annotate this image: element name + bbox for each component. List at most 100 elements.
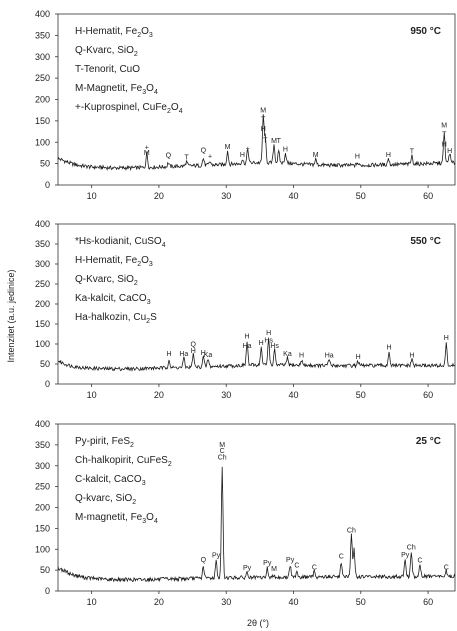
peak-label: M (271, 566, 277, 573)
y-tick-label: 150 (35, 523, 50, 533)
peak-label: Py (286, 557, 295, 564)
peak-label: M (313, 152, 319, 159)
peak-label: Ka (283, 351, 292, 358)
x-tick-label: 40 (289, 390, 299, 400)
y-tick-label: 200 (35, 299, 50, 309)
legend-entry: Py-pirit, FeS2 (75, 436, 134, 449)
plot-frame (57, 223, 456, 385)
peak-label: H (261, 126, 266, 133)
y-tick-label: 0 (45, 180, 50, 190)
peak-label: H (283, 147, 288, 154)
peak-label: T (261, 117, 266, 124)
legend-entry: T-Tenorit, CuO (75, 64, 140, 75)
x-tick-label: 40 (289, 597, 299, 607)
peak-label: Py (401, 552, 410, 559)
peak-label: H (386, 152, 391, 159)
peak-label: H (201, 350, 206, 357)
peak-label: H (442, 142, 447, 149)
y-axis-title: Intenzitet (a.u. jedinice) (6, 269, 16, 362)
x-tick-label: 60 (423, 597, 433, 607)
peak-label: Hs (264, 337, 273, 344)
peak-label: Py (263, 560, 272, 567)
peak-label: H (444, 335, 449, 342)
peak-label: Q (191, 341, 197, 348)
y-tick-label: 50 (40, 159, 50, 169)
x-tick-label: 20 (154, 390, 164, 400)
x-tick-label: 60 (423, 191, 433, 201)
peak-label: Ha (179, 351, 188, 358)
peak-label: M (144, 150, 150, 157)
peak-label: H (387, 345, 392, 352)
peak-label: Ch (218, 454, 227, 461)
legend-entry: Ch-halkopirit, CuFeS2 (75, 455, 172, 468)
peak-label: M (260, 107, 266, 114)
x-tick-label: 10 (87, 390, 97, 400)
peak-label: T (184, 154, 189, 161)
y-tick-label: 250 (35, 73, 50, 83)
peak-label: Ch (407, 544, 416, 551)
peak-label: Ha (325, 353, 334, 360)
peak-label: H (266, 330, 271, 337)
x-tick-label: 50 (356, 597, 366, 607)
y-tick-label: 150 (35, 319, 50, 329)
y-tick-label: 400 (35, 9, 50, 19)
y-tick-label: 100 (35, 137, 50, 147)
legend-entry: Ka-kalcit, CaCO3 (75, 293, 151, 306)
legend-entry: M-magnetit, Fe3O4 (75, 512, 158, 525)
peak-label: H (191, 348, 196, 355)
peak-label: H (166, 351, 171, 358)
peak-label: Ha (243, 343, 252, 350)
peak-label: C (339, 553, 344, 560)
legend-entry: Q-kvarc, SiO2 (75, 493, 136, 506)
legend-entry: H-Hematit, Fe2O3 (75, 255, 153, 268)
y-tick-label: 100 (35, 339, 50, 349)
x-tick-label: 30 (221, 597, 231, 607)
x-tick-label: 30 (221, 191, 231, 201)
peak-label: C (294, 563, 299, 570)
x-tick-label: 10 (87, 191, 97, 201)
y-tick-label: 50 (40, 565, 50, 575)
temperature-label: 550 °C (410, 236, 441, 247)
legend-entry: M-Magnetit, Fe3O4 (75, 83, 158, 96)
x-axis-title: 2θ (°) (247, 618, 269, 628)
legend-entry: C-kalcit, CaCO3 (75, 474, 146, 487)
y-tick-label: 150 (35, 116, 50, 126)
y-tick-label: 350 (35, 239, 50, 249)
peak-label: Ch (347, 528, 356, 535)
legend-entry: Q-Kvarc, SiO2 (75, 274, 138, 287)
peak-label: T (263, 137, 268, 144)
peak-label: H (409, 353, 414, 360)
y-tick-label: 0 (45, 586, 50, 596)
y-tick-label: 300 (35, 461, 50, 471)
peak-label: Q (166, 153, 172, 160)
x-tick-label: 20 (154, 597, 164, 607)
y-tick-label: 0 (45, 379, 50, 389)
peak-label: Q (201, 557, 207, 564)
legend-entry: H-Hematit, Fe2O3 (75, 26, 153, 39)
temperature-label: 950 °C (410, 26, 441, 37)
y-tick-label: 200 (35, 503, 50, 513)
peak-label: C (312, 564, 317, 571)
y-tick-label: 250 (35, 279, 50, 289)
xrd-pattern-line (57, 114, 456, 172)
x-tick-label: 60 (423, 390, 433, 400)
peak-label: H (299, 353, 304, 360)
y-tick-label: 350 (35, 30, 50, 40)
xrd-pattern-line (57, 466, 456, 583)
x-tick-label: 10 (87, 597, 97, 607)
peak-label: C (220, 448, 225, 455)
y-tick-label: 350 (35, 440, 50, 450)
peak-label: + (208, 153, 212, 160)
peak-label: Py (243, 565, 252, 572)
legend-entry: Q-Kvarc, SiO2 (75, 45, 138, 58)
x-tick-label: 50 (356, 390, 366, 400)
peak-label: Ka (204, 352, 213, 359)
x-tick-label: 40 (289, 191, 299, 201)
y-tick-label: 400 (35, 419, 50, 429)
peak-label: T (442, 132, 447, 139)
plot-frame (57, 13, 456, 186)
